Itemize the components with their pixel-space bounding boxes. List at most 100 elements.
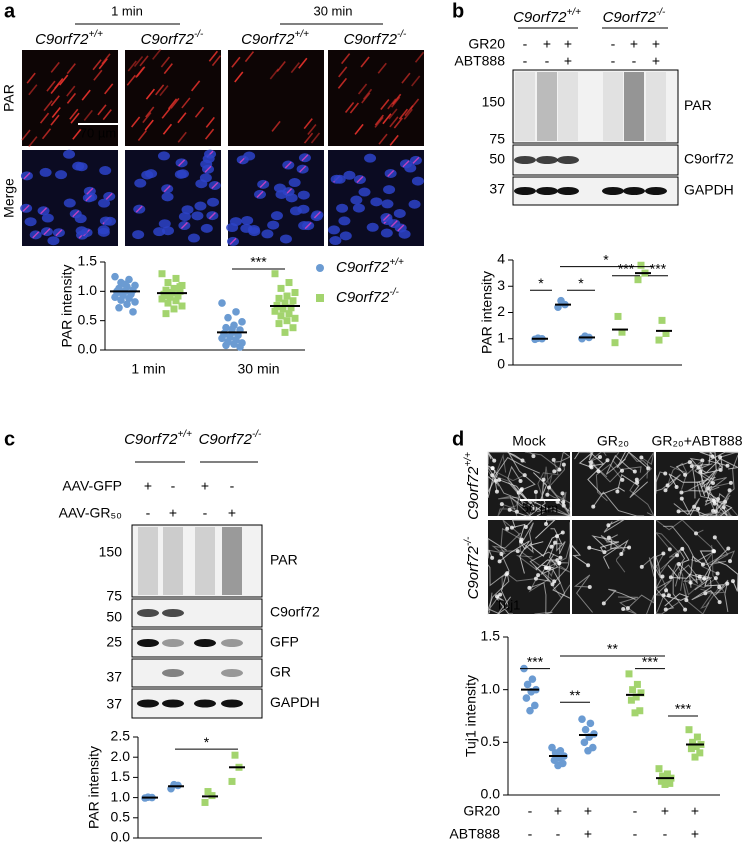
nucleus-signal xyxy=(303,118,313,130)
nucleus xyxy=(202,154,215,164)
nucleus xyxy=(411,176,424,186)
nucleus xyxy=(229,217,242,227)
nucleus xyxy=(383,185,396,195)
nucleus-signal xyxy=(402,160,410,168)
y-tick-label: 0.0 xyxy=(111,829,131,845)
cell-body xyxy=(698,469,703,474)
neurite xyxy=(548,487,571,513)
neurite xyxy=(655,553,670,596)
neurite xyxy=(641,555,655,577)
data-point xyxy=(277,284,285,292)
cell-body xyxy=(589,465,594,470)
panel-label: c xyxy=(4,428,15,450)
data-point xyxy=(279,305,287,313)
neurite xyxy=(573,574,593,613)
strip-label: GAPDH xyxy=(270,694,320,710)
cell-body xyxy=(728,559,733,564)
nucleus-signal xyxy=(344,101,355,113)
cell-body xyxy=(527,585,532,590)
panel-label: d xyxy=(452,428,464,450)
nucleus xyxy=(297,204,310,214)
neurite xyxy=(588,451,617,463)
neurite xyxy=(663,593,690,607)
micrograph xyxy=(572,452,654,516)
nucleus xyxy=(72,161,85,171)
cell-body xyxy=(544,522,549,527)
nucleus-signal xyxy=(23,172,31,180)
data-point xyxy=(204,788,212,796)
blot-smear xyxy=(515,72,535,141)
nucleus-signal xyxy=(160,56,171,68)
data-point xyxy=(659,772,667,780)
treatment-sign: - xyxy=(633,803,638,819)
nucleus xyxy=(161,226,174,236)
cell-body xyxy=(675,553,680,558)
condition-sign: + xyxy=(201,478,209,494)
neurite xyxy=(487,527,522,555)
data-point xyxy=(657,777,665,785)
cell-body xyxy=(533,576,538,581)
neurite xyxy=(571,544,589,566)
genotype-header: C9orf72+/+ xyxy=(513,7,581,26)
blot-smear xyxy=(163,527,183,595)
neurite xyxy=(605,454,636,475)
cell-body xyxy=(663,607,668,612)
text-part: -/- xyxy=(194,29,204,40)
neurite xyxy=(487,592,501,616)
blot-smear xyxy=(603,72,623,141)
significance-label: * xyxy=(538,275,544,291)
data-point xyxy=(131,298,139,306)
blot-smear xyxy=(195,527,215,595)
micrograph xyxy=(228,50,324,146)
neurite xyxy=(487,465,496,499)
strip-label: GAPDH xyxy=(684,182,734,198)
data-point xyxy=(663,770,671,778)
blot-band xyxy=(514,156,536,164)
treatment-sign: + xyxy=(691,826,699,842)
nucleus-signal xyxy=(50,114,60,126)
y-axis-label: PAR intensity xyxy=(59,265,75,348)
nucleus xyxy=(408,199,421,209)
nucleus-signal xyxy=(39,112,50,124)
y-tick-label: 2.5 xyxy=(111,728,131,744)
data-point xyxy=(162,310,170,318)
neurite xyxy=(672,549,686,610)
nucleus-signal xyxy=(92,59,102,71)
blot-band xyxy=(645,187,667,195)
text-part: +/+ xyxy=(463,452,474,467)
nucleus xyxy=(270,211,283,221)
neurite xyxy=(715,454,739,512)
text-part: C9orf72 xyxy=(465,545,482,599)
neurite xyxy=(589,541,620,553)
cell-body xyxy=(661,551,666,556)
legend-label: C9orf72+/+ xyxy=(336,257,404,276)
nucleus-signal xyxy=(380,98,390,110)
blot-band xyxy=(623,187,645,195)
cell-body xyxy=(639,564,644,569)
cell-body xyxy=(679,496,684,501)
data-point xyxy=(611,339,619,347)
row-label: C9orf72+/+ xyxy=(463,452,482,520)
nucleus-signal xyxy=(256,190,264,198)
nucleus-signal xyxy=(152,48,162,60)
blot-smear xyxy=(222,527,242,595)
neurite xyxy=(554,451,571,470)
nucleus-signal xyxy=(404,105,414,117)
blot-band xyxy=(221,639,243,647)
treatment-sign: + xyxy=(584,826,592,842)
data-point xyxy=(693,733,701,741)
condition-sign: + xyxy=(228,505,236,521)
data-point xyxy=(176,283,184,291)
nucleus-signal xyxy=(28,84,38,96)
neurite xyxy=(602,539,629,569)
nucleus xyxy=(98,198,111,208)
nucleus-signal xyxy=(155,84,165,96)
neurite xyxy=(487,468,499,493)
neurite xyxy=(552,543,571,585)
nucleus-signal xyxy=(59,74,69,86)
data-point xyxy=(178,302,186,310)
blot-band xyxy=(162,669,184,677)
blot-band xyxy=(514,187,536,195)
neurite xyxy=(684,577,717,596)
